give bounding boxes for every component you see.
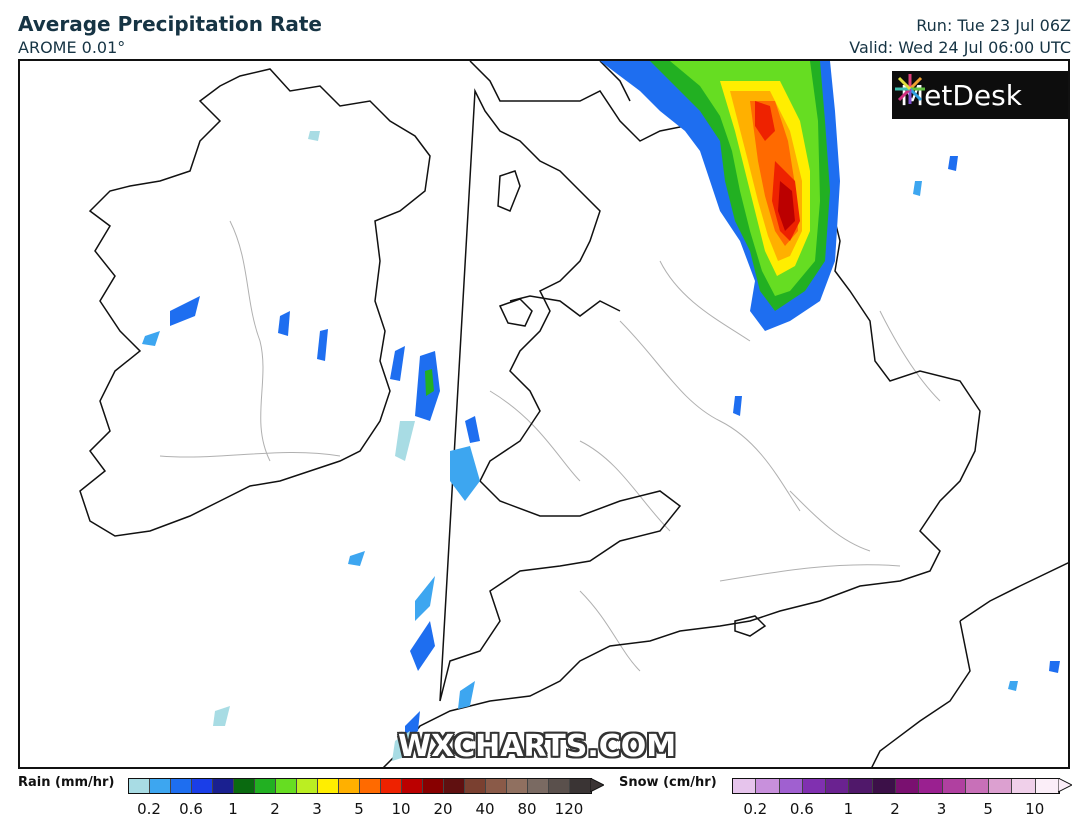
snow-swatch (756, 779, 780, 793)
snow-swatch (733, 779, 757, 793)
rain-swatch (507, 779, 528, 793)
valid-time: Valid: Wed 24 Jul 06:00 UTC (849, 38, 1071, 57)
run-time: Run: Tue 23 Jul 06Z (916, 16, 1071, 35)
metdesk-icon (895, 74, 925, 104)
rain-swatch (339, 779, 360, 793)
snow-swatch (965, 779, 990, 793)
rain-tick-label: 20 (433, 800, 453, 818)
model-name: AROME 0.01° (18, 38, 126, 57)
isle-of-man (497, 170, 521, 212)
snow-legend-label: Snow (cm/hr) (619, 775, 717, 790)
precipitation-overlay (142, 61, 1060, 761)
rain-swatch (549, 779, 570, 793)
snow-swatch (779, 779, 803, 793)
rain-colorbar (128, 778, 592, 794)
snow-tick-label: 5 (983, 800, 993, 818)
map-canvas (79, 61, 1068, 767)
coastlines (79, 61, 1068, 767)
rain-colorbar-arrow (590, 778, 604, 792)
rain-swatch (192, 779, 213, 793)
snow-swatch (1012, 779, 1036, 793)
rain-swatch (297, 779, 318, 793)
rain-tick-label: 1 (228, 800, 238, 818)
rain-swatch (150, 779, 171, 793)
snow-tick-label: 1 (843, 800, 854, 818)
rain-tick-label: 80 (517, 800, 537, 818)
rain-swatch (381, 779, 402, 793)
rain-swatch (234, 779, 255, 793)
rain-swatch (255, 779, 276, 793)
rain-swatch (465, 779, 486, 793)
rain-swatch (486, 779, 507, 793)
ireland-coast (79, 68, 431, 537)
rain-swatch (528, 779, 549, 793)
precipitation-map: MetDesk WXCHARTS.COM (18, 59, 1070, 769)
snow-tick-label: 0.6 (789, 800, 814, 818)
isle-of-wight (734, 615, 767, 637)
snow-swatch (802, 779, 827, 793)
snow-swatch (895, 779, 920, 793)
chart-title: Average Precipitation Rate (18, 12, 322, 36)
great-britain-coast (382, 61, 981, 767)
snow-swatch (919, 779, 943, 793)
france-coast (871, 562, 1068, 767)
rain-swatch (402, 779, 423, 793)
metdesk-logo-text: MetDesk (900, 78, 1022, 112)
rain-swatch (423, 779, 444, 793)
anglesey (498, 298, 533, 327)
rain-swatch (129, 779, 150, 793)
metdesk-logo: MetDesk (892, 71, 1068, 119)
rain-swatch (276, 779, 297, 793)
rivers (159, 220, 941, 672)
wxcharts-watermark: WXCHARTS.COM (398, 729, 677, 764)
rain-tick-label: 3 (312, 800, 322, 818)
rain-tick-label: 0.2 (137, 800, 161, 818)
snow-tick-label: 0.2 (743, 800, 768, 818)
snow-swatch (989, 779, 1013, 793)
rain-legend-label: Rain (mm/hr) (18, 775, 115, 790)
rain-swatch (318, 779, 339, 793)
snow-swatch (942, 779, 966, 793)
rain-tick-label: 0.6 (179, 800, 203, 818)
rain-tick-label: 120 (554, 800, 584, 818)
rain-swatch (444, 779, 465, 793)
snow-swatch (1035, 779, 1059, 793)
snow-tick-label: 3 (936, 800, 947, 818)
rain-tick-label: 5 (354, 800, 364, 818)
snow-swatch (826, 779, 850, 793)
rain-swatch (570, 779, 591, 793)
snow-tick-label: 10 (1025, 800, 1045, 818)
rain-tick-label: 10 (391, 800, 411, 818)
snow-colorbar-arrow (1058, 778, 1072, 792)
rain-swatch (213, 779, 234, 793)
rain-tick-label: 40 (475, 800, 495, 818)
rain-swatch (360, 779, 381, 793)
snow-tick-label: 2 (890, 800, 900, 818)
rain-tick-label: 2 (270, 800, 280, 818)
rain-swatch (171, 779, 192, 793)
snow-swatch (872, 779, 896, 793)
snow-swatch (849, 779, 873, 793)
snow-colorbar (732, 778, 1060, 794)
